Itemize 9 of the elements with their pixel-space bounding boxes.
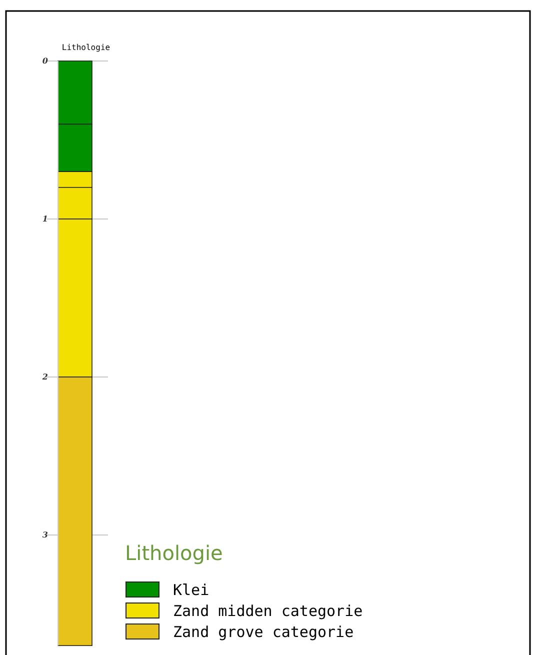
- y-tick-label: 0: [42, 56, 48, 66]
- y-tick-label: 1: [42, 214, 48, 224]
- legend-label: Zand midden categorie: [173, 602, 363, 620]
- chart-title: Lithologie: [62, 43, 110, 52]
- legend-label: Klei: [173, 581, 210, 599]
- y-tick-label: 2: [41, 372, 48, 382]
- y-tick-label: 3: [42, 530, 48, 540]
- legend-title: Lithologie: [125, 541, 223, 565]
- legend-label: Zand grove categorie: [173, 623, 354, 641]
